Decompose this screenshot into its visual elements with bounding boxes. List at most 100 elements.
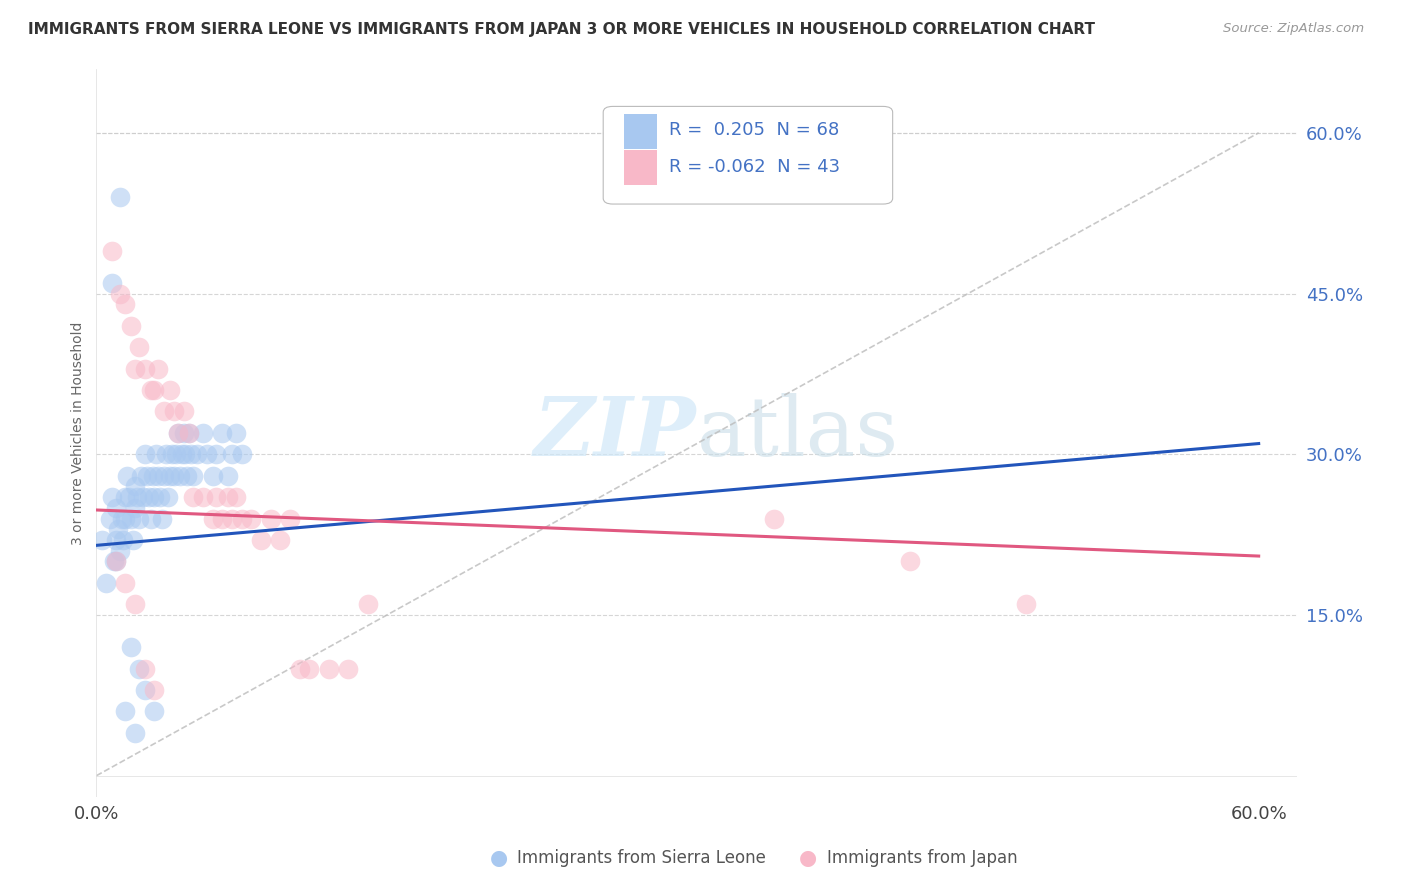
- Point: [124, 597, 146, 611]
- Y-axis label: 3 or more Vehicles in Household: 3 or more Vehicles in Household: [72, 321, 86, 544]
- Point: [114, 297, 136, 311]
- Point: [269, 533, 291, 547]
- Point: [120, 511, 142, 525]
- Point: [225, 490, 247, 504]
- Text: IMMIGRANTS FROM SIERRA LEONE VS IMMIGRANTS FROM JAPAN 3 OR MORE VEHICLES IN HOUS: IMMIGRANTS FROM SIERRA LEONE VS IMMIGRAN…: [28, 22, 1095, 37]
- Point: [139, 383, 162, 397]
- Point: [114, 575, 136, 590]
- Point: [155, 447, 177, 461]
- Point: [173, 425, 195, 440]
- Point: [91, 533, 114, 547]
- Point: [104, 554, 127, 568]
- Point: [179, 425, 201, 440]
- Point: [170, 447, 193, 461]
- Point: [143, 705, 166, 719]
- Point: [205, 447, 228, 461]
- Bar: [624, 113, 657, 149]
- Text: R = -0.062  N = 43: R = -0.062 N = 43: [669, 158, 841, 176]
- Point: [211, 511, 233, 525]
- Point: [159, 383, 181, 397]
- Text: R =  0.205  N = 68: R = 0.205 N = 68: [669, 121, 839, 139]
- Point: [163, 404, 186, 418]
- Point: [763, 511, 786, 525]
- Point: [160, 447, 183, 461]
- Point: [134, 683, 156, 698]
- Point: [108, 286, 131, 301]
- Text: ●: ●: [491, 848, 508, 868]
- Point: [114, 490, 136, 504]
- Point: [211, 425, 233, 440]
- Point: [101, 276, 124, 290]
- Point: [114, 705, 136, 719]
- Point: [186, 447, 208, 461]
- Point: [124, 361, 146, 376]
- Point: [149, 490, 172, 504]
- Point: [173, 404, 195, 418]
- Point: [169, 468, 191, 483]
- Point: [118, 490, 141, 504]
- Point: [101, 490, 124, 504]
- Point: [176, 468, 198, 483]
- Text: Source: ZipAtlas.com: Source: ZipAtlas.com: [1223, 22, 1364, 36]
- Point: [143, 490, 166, 504]
- Point: [157, 490, 180, 504]
- Text: Immigrants from Japan: Immigrants from Japan: [827, 849, 1018, 867]
- Point: [180, 447, 202, 461]
- Point: [129, 468, 152, 483]
- Point: [165, 447, 187, 461]
- Point: [139, 511, 162, 525]
- Point: [98, 511, 121, 525]
- Point: [166, 425, 188, 440]
- Point: [159, 468, 181, 483]
- Point: [181, 490, 204, 504]
- Point: [191, 490, 214, 504]
- Point: [108, 190, 131, 204]
- Point: [114, 511, 136, 525]
- Point: [132, 490, 155, 504]
- Point: [125, 490, 148, 504]
- Point: [1015, 597, 1038, 611]
- Point: [94, 575, 117, 590]
- Point: [231, 511, 253, 525]
- Point: [195, 447, 218, 461]
- Point: [124, 479, 146, 493]
- Point: [143, 383, 166, 397]
- Point: [145, 447, 167, 461]
- Point: [163, 468, 186, 483]
- Point: [120, 318, 142, 333]
- Point: [318, 662, 340, 676]
- Point: [225, 425, 247, 440]
- Point: [128, 340, 150, 354]
- Point: [134, 361, 156, 376]
- Point: [128, 662, 150, 676]
- Point: [128, 511, 150, 525]
- Point: [108, 543, 131, 558]
- Point: [117, 468, 139, 483]
- Point: [104, 554, 127, 568]
- Point: [104, 500, 127, 515]
- Point: [217, 490, 239, 504]
- Point: [221, 447, 243, 461]
- Point: [103, 554, 125, 568]
- Point: [143, 683, 166, 698]
- Point: [135, 468, 157, 483]
- Point: [231, 447, 253, 461]
- Point: [141, 468, 163, 483]
- Point: [153, 404, 176, 418]
- Point: [201, 468, 224, 483]
- Point: [138, 490, 160, 504]
- Point: [278, 511, 301, 525]
- Point: [898, 554, 921, 568]
- Point: [150, 511, 173, 525]
- Text: Immigrants from Sierra Leone: Immigrants from Sierra Leone: [517, 849, 766, 867]
- Point: [217, 468, 239, 483]
- FancyBboxPatch shape: [603, 106, 893, 204]
- Point: [288, 662, 311, 676]
- Point: [134, 662, 156, 676]
- Point: [112, 533, 135, 547]
- Point: [104, 533, 127, 547]
- Point: [166, 425, 188, 440]
- Point: [221, 511, 243, 525]
- Text: ●: ●: [800, 848, 817, 868]
- Text: atlas: atlas: [697, 392, 898, 473]
